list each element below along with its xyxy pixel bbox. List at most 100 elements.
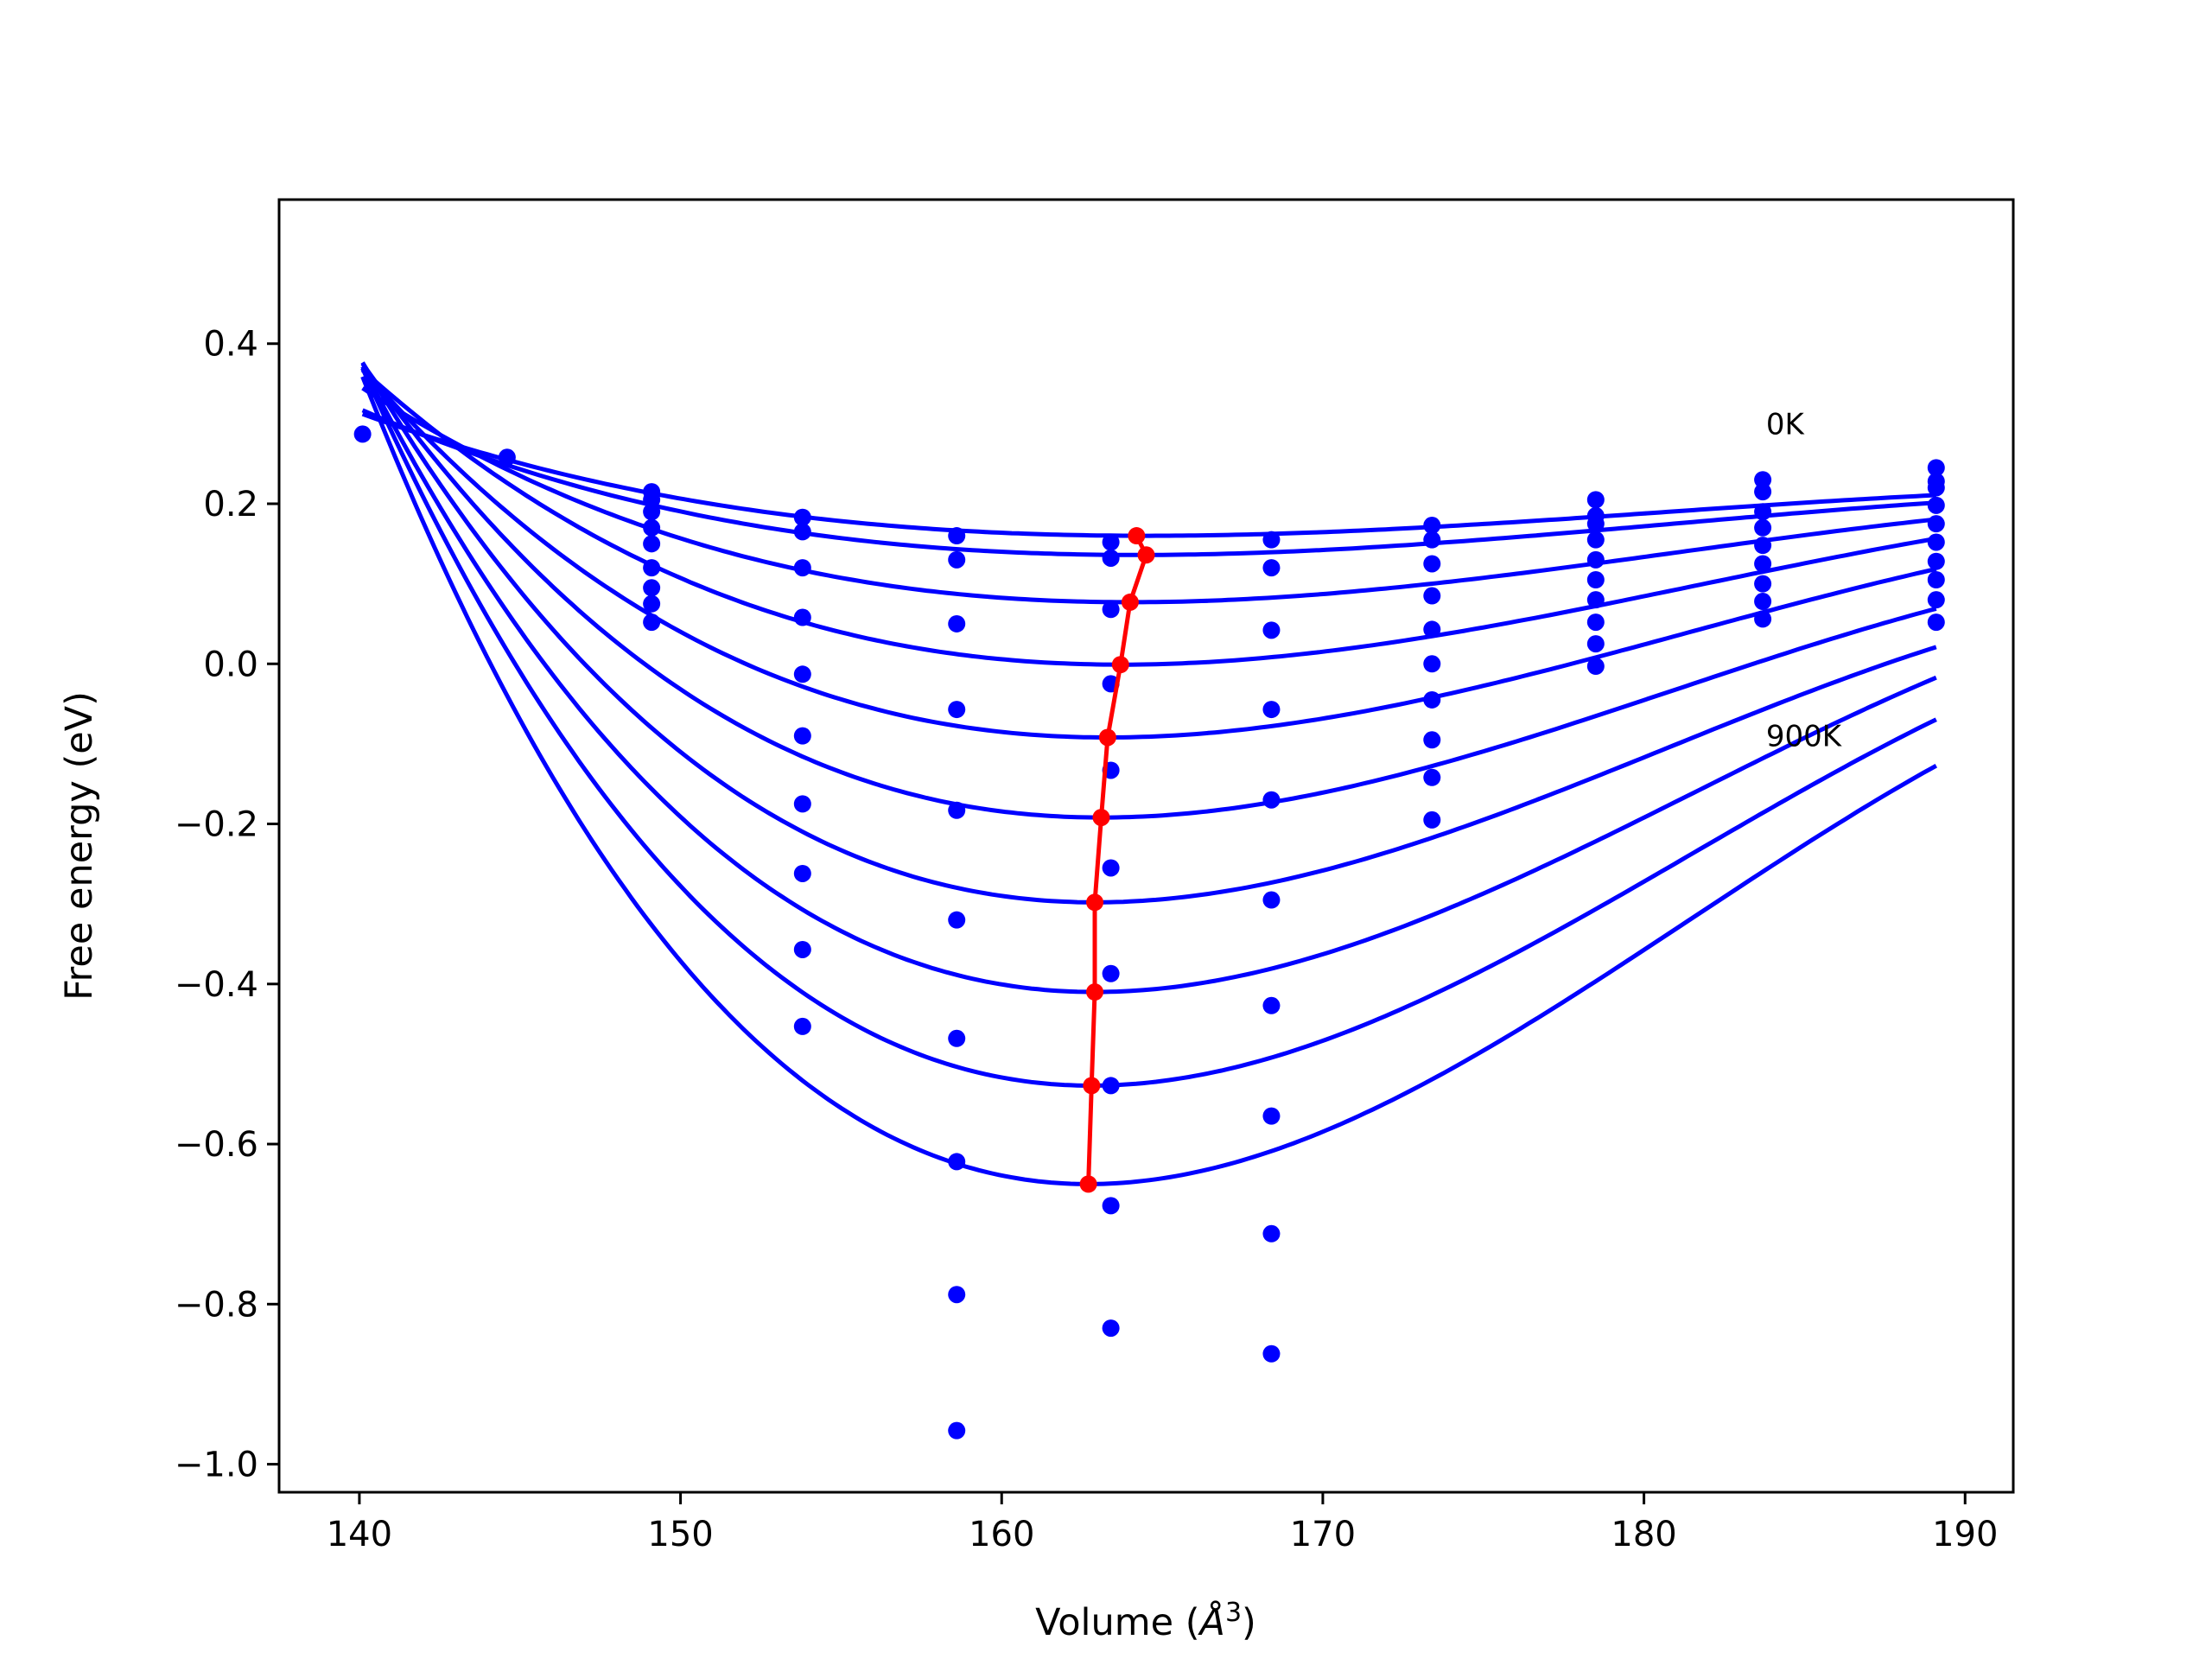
data-point bbox=[948, 1421, 966, 1440]
fit-curve-9 bbox=[360, 375, 1938, 1186]
minimum-point bbox=[1121, 593, 1139, 611]
x-axis-label-close: ) bbox=[1242, 1601, 1256, 1644]
data-point bbox=[793, 864, 811, 882]
data-point bbox=[1102, 964, 1120, 982]
minimum-path bbox=[1079, 527, 1155, 1193]
data-point bbox=[793, 1017, 811, 1035]
data-point bbox=[793, 508, 811, 526]
data-point bbox=[1927, 571, 1945, 588]
fit-curve-3 bbox=[360, 368, 1937, 667]
x-tick-label: 150 bbox=[647, 1515, 713, 1554]
data-point bbox=[643, 491, 661, 509]
fit-curve-4 bbox=[360, 367, 1937, 740]
data-point bbox=[1423, 810, 1441, 829]
data-point bbox=[1262, 701, 1281, 719]
data-point bbox=[793, 559, 811, 577]
data-point bbox=[1423, 517, 1441, 535]
data-point bbox=[948, 911, 966, 929]
data-point bbox=[1927, 533, 1945, 551]
data-point bbox=[1586, 571, 1605, 588]
data-point bbox=[1423, 655, 1441, 673]
data-point bbox=[1586, 613, 1605, 632]
y-tick-label: −0.2 bbox=[175, 805, 258, 845]
fit-curve-8 bbox=[360, 367, 1937, 1088]
data-point bbox=[1423, 731, 1441, 749]
data-point bbox=[948, 701, 966, 719]
data-point bbox=[948, 614, 966, 632]
data-point bbox=[793, 727, 811, 745]
data-point bbox=[793, 523, 811, 541]
data-point bbox=[1754, 537, 1772, 555]
y-tick-label: 0.4 bbox=[203, 325, 258, 365]
fit-curve-5 bbox=[360, 362, 1937, 820]
data-point bbox=[1423, 768, 1441, 786]
data-point bbox=[643, 613, 661, 632]
data-point bbox=[498, 448, 516, 467]
data-point bbox=[1102, 533, 1120, 551]
data-point bbox=[1262, 791, 1281, 809]
data-point bbox=[948, 550, 966, 569]
data-point bbox=[1102, 549, 1120, 567]
data-point bbox=[1754, 471, 1772, 489]
x-tick-label: 140 bbox=[327, 1515, 392, 1554]
data-point bbox=[1586, 515, 1605, 533]
minimum-point bbox=[1083, 1077, 1101, 1095]
data-point bbox=[1423, 690, 1441, 709]
data-point bbox=[1927, 591, 1945, 609]
x-tick-label: 180 bbox=[1611, 1515, 1676, 1554]
x-tick-label: 190 bbox=[1932, 1515, 1998, 1554]
data-point bbox=[1586, 658, 1605, 676]
data-point bbox=[948, 1286, 966, 1304]
data-point bbox=[1586, 531, 1605, 549]
minimum-point bbox=[1098, 728, 1116, 747]
fit-curves bbox=[360, 361, 1938, 1186]
y-tick-label: −1.0 bbox=[175, 1446, 258, 1485]
data-point bbox=[948, 527, 966, 545]
annotation-0: 0K bbox=[1766, 407, 1806, 442]
data-point bbox=[1927, 496, 1945, 514]
data-point bbox=[793, 665, 811, 683]
data-point bbox=[1262, 621, 1281, 639]
minimum-point bbox=[1086, 983, 1104, 1001]
data-point bbox=[1423, 531, 1441, 549]
data-point bbox=[793, 940, 811, 958]
data-point bbox=[1754, 610, 1772, 628]
fit-curve-7 bbox=[360, 365, 1937, 995]
data-point bbox=[643, 535, 661, 553]
minimum-point bbox=[1086, 893, 1104, 912]
y-tick-label: −0.6 bbox=[175, 1125, 258, 1165]
data-point bbox=[1102, 1197, 1120, 1215]
data-point bbox=[1754, 593, 1772, 611]
data-point bbox=[1262, 1224, 1281, 1243]
y-tick-label: 0.0 bbox=[203, 645, 258, 684]
data-point bbox=[1586, 550, 1605, 569]
x-tick-label: 160 bbox=[969, 1515, 1034, 1554]
fit-curve-2 bbox=[361, 386, 1937, 605]
y-tick-label: 0.2 bbox=[203, 485, 258, 524]
data-point bbox=[948, 1029, 966, 1047]
data-points bbox=[353, 425, 1945, 1440]
data-point bbox=[1423, 587, 1441, 605]
data-point bbox=[1262, 891, 1281, 909]
data-point bbox=[1927, 459, 1945, 477]
y-axis-label: Free energy (eV) bbox=[58, 691, 101, 1001]
y-tick-label: −0.8 bbox=[175, 1285, 258, 1325]
annotation-1: 900K bbox=[1766, 720, 1843, 754]
data-point bbox=[643, 503, 661, 521]
minimum-point bbox=[1128, 527, 1146, 545]
data-point bbox=[1754, 575, 1772, 593]
data-point bbox=[1754, 555, 1772, 573]
x-axis-label-symbol: Å bbox=[1198, 1600, 1225, 1644]
data-point bbox=[1927, 613, 1945, 632]
x-axis-label: Volume (Å3) bbox=[1035, 1598, 1256, 1644]
x-axis-label-exponent: 3 bbox=[1225, 1598, 1242, 1628]
data-point bbox=[793, 795, 811, 813]
minimum-point bbox=[1137, 546, 1155, 564]
data-point bbox=[948, 801, 966, 819]
x-tick-label: 170 bbox=[1290, 1515, 1356, 1554]
data-point bbox=[1754, 483, 1772, 501]
data-point bbox=[1586, 635, 1605, 653]
data-point bbox=[1262, 1107, 1281, 1125]
data-point bbox=[793, 608, 811, 626]
